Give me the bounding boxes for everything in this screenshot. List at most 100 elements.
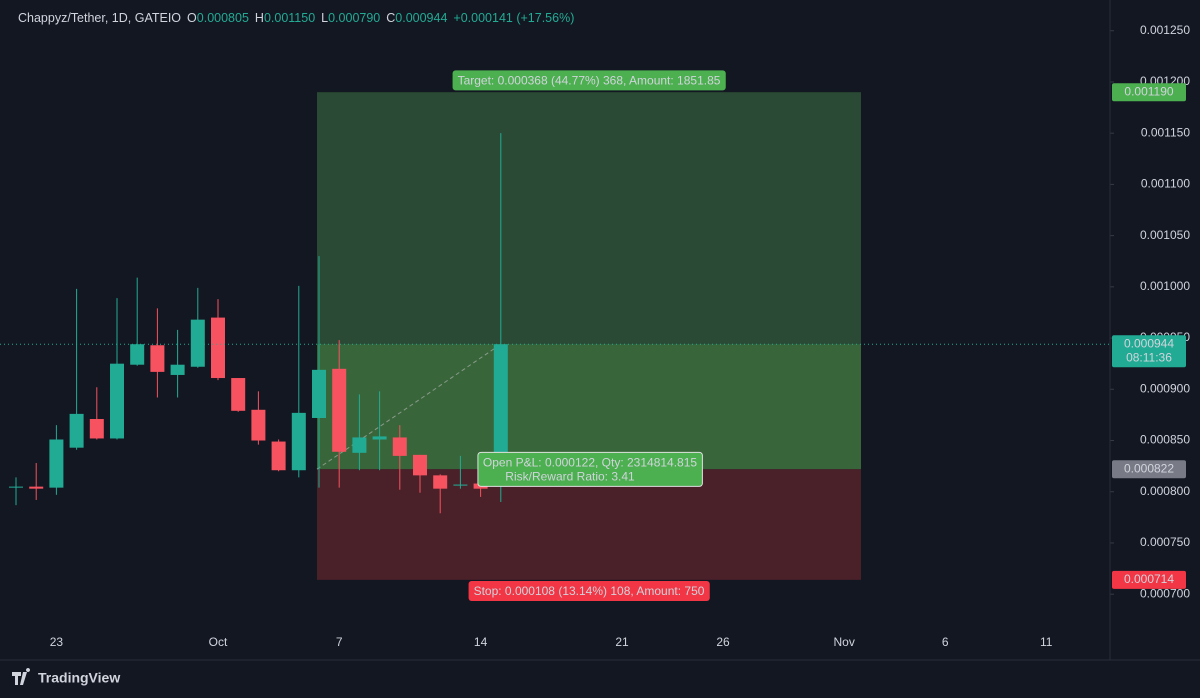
candle [352,394,367,471]
header-key: H [255,11,264,25]
stop-price: 0.000714 [1124,572,1174,586]
candle-body [392,437,407,456]
candle-body [190,319,205,367]
candle [312,256,326,488]
target-price: 0.001190 [1124,84,1173,98]
y-tick-label: 0.000750 [1140,535,1190,549]
candle-body [110,363,124,439]
y-tick-label: 0.001050 [1140,228,1190,242]
pnl-box [477,451,703,487]
target-label: Target: 0.000368 (44.77%) 368, Amount: 1… [458,73,721,87]
candle-body [170,364,185,375]
y-tick-label: 0.001150 [1141,125,1190,139]
entry-to-price [316,343,502,470]
candle-body [433,475,448,489]
y-tick-label: 0.000900 [1140,381,1190,395]
candle-body [9,486,23,488]
header-key: C [386,11,395,25]
brand-name: TradingView [38,670,120,686]
candle [211,299,225,381]
candle [170,329,185,398]
candle-body [372,436,387,440]
candle-body [312,369,326,418]
y-tick-label: 0.000800 [1140,484,1190,498]
x-tick-label: 6 [942,635,949,649]
candle [251,391,266,445]
target-price-badge [1112,83,1186,102]
candle [433,474,448,514]
header-key: O [187,11,197,25]
candle-body [29,486,44,489]
last-price-badge [1112,335,1186,368]
candle [413,454,427,493]
candle-body [150,345,165,372]
position-zones [316,92,861,580]
overlays: Target: 0.000368 (44.77%) 368, Amount: 1… [0,70,1110,602]
candle-body [231,378,246,411]
candle-body [493,344,508,487]
entry-price-badge [1112,460,1186,479]
candle [372,391,387,471]
last-price-countdown: 08:11:36 [1126,350,1172,364]
candle-body [332,368,347,452]
header-change: +0.000141 (+17.56%) [453,11,574,25]
pnl-label: Open P&L: 0.000122, Qty: 2314814.815 [483,455,697,469]
candle [453,455,468,489]
candle [271,439,286,472]
entry-price: 0.000822 [1124,461,1174,475]
candle-body [130,344,145,365]
y-tick-label: 0.000850 [1140,433,1190,447]
stop-label-box [468,581,710,602]
candle [332,340,347,488]
candle [29,463,44,500]
candle-body [69,413,84,448]
x-tick-label: 23 [50,635,64,649]
y-tick-label: 0.000700 [1140,586,1190,600]
x-tick-label: 21 [615,635,629,649]
candle-body [271,441,286,471]
candle [291,285,306,478]
last-price: 0.000944 [1124,336,1174,350]
y-tick-label: 0.001250 [1140,23,1190,37]
candle-body [352,437,367,453]
header-value: 0.000790 [328,11,380,25]
open-profit-zone [317,344,861,470]
y-tick-label: 0.001000 [1140,279,1190,293]
grid: 0.000700 0.000750 0.000800 0.000850 0.000900… [50,23,1191,649]
candle-body [89,419,104,439]
candle-body [291,412,306,471]
candle [392,425,407,490]
candle [150,308,165,398]
candle [89,387,104,440]
header-value: 0.000944 [395,11,447,25]
y-tick-label: 0.001100 [1141,177,1190,191]
candle [493,133,508,502]
header-symbol: Chappyz/Tether, 1D, GATEIO [18,11,181,25]
header-key: L [321,11,328,25]
x-tick-label: 14 [474,635,488,649]
candle [190,287,205,368]
x-tick-label: 7 [336,635,343,649]
candles [9,133,508,514]
stop-label: Stop: 0.000108 (13.14%) 108, Amount: 750 [474,584,705,598]
candle-body [49,439,64,488]
stop-zone [317,469,861,580]
brand-logo[interactable]: TradingView [12,668,120,686]
x-tick-label: Oct [209,635,228,649]
candle-body [413,454,427,476]
candle [130,277,145,366]
x-tick-label: 26 [716,635,730,649]
x-tick-label: Nov [834,635,855,649]
target-label-box [452,70,726,91]
candle-body [251,409,266,441]
candle [231,378,246,412]
candle-body [211,317,225,379]
ratio-label: Risk/Reward Ratio: 3.41 [505,469,635,483]
x-tick-label: 11 [1040,635,1053,649]
candle [9,477,23,506]
header-value: 0.001150 [264,11,315,25]
header-value: 0.000805 [197,11,249,25]
candle [49,425,64,495]
